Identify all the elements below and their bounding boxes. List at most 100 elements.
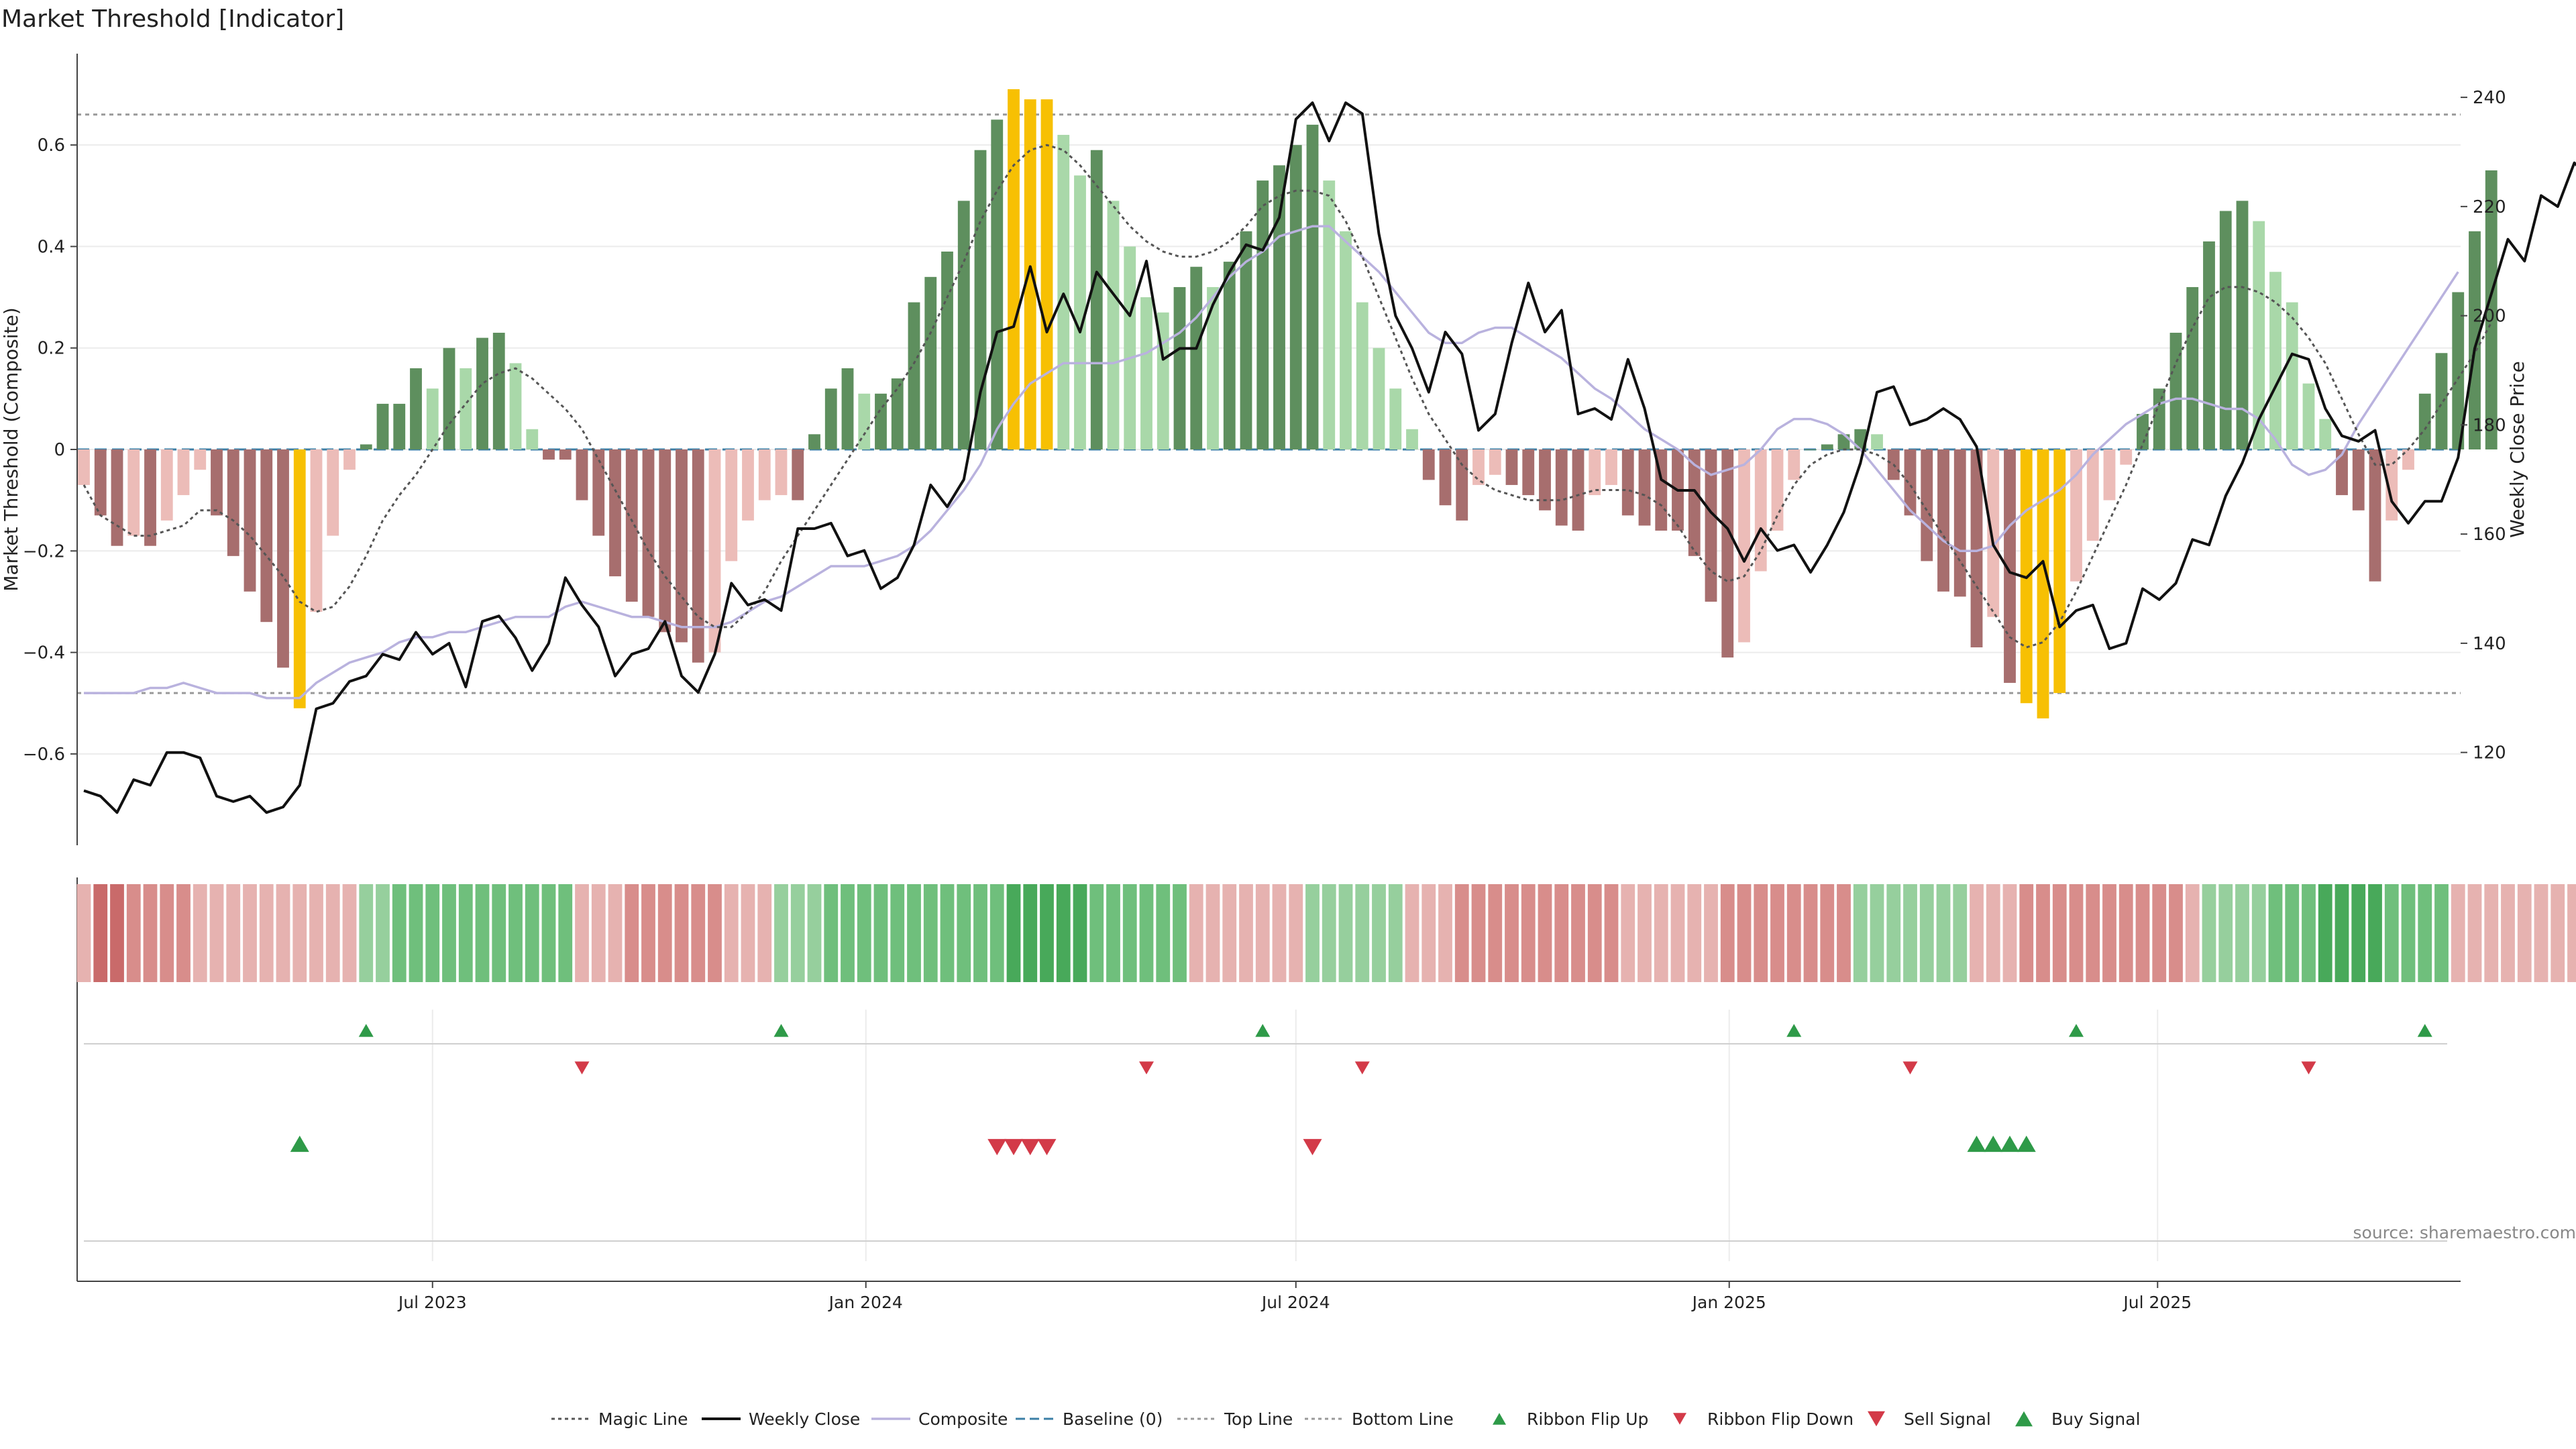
composite-bar — [2336, 449, 2348, 496]
composite-bar — [543, 449, 555, 460]
composite-bar — [775, 449, 788, 496]
y-tick-label-left: 0 — [54, 440, 65, 460]
ribbon-cell — [2268, 884, 2283, 982]
legend-swatch — [1493, 1413, 1506, 1425]
ribbon-cell — [2251, 884, 2266, 982]
y-tick-label-left: −0.6 — [23, 745, 65, 765]
legend-label: Ribbon Flip Down — [1707, 1409, 1854, 1429]
composite-bar — [1688, 449, 1701, 556]
y-axis-label-left: Market Threshold (Composite) — [0, 307, 22, 591]
ribbon-cell — [2185, 884, 2200, 982]
ribbon-cell — [309, 884, 323, 982]
composite-bar — [177, 449, 190, 496]
composite-bar — [1771, 449, 1784, 531]
composite-bar — [2153, 388, 2165, 449]
ribbon-cell — [873, 884, 888, 982]
x-tick-label: Jul 2024 — [1260, 1293, 1330, 1312]
composite-bar — [1788, 449, 1801, 480]
axes: −0.6 −0.4 −0.2 0 0.2 0.4 0.6 120 140 160 180 200 220… — [23, 54, 2506, 1282]
composite-bar — [1721, 449, 1734, 658]
ribbon-cell — [1139, 884, 1154, 982]
composite-bar — [1439, 449, 1452, 506]
ribbon-cell — [2086, 884, 2100, 982]
composite-bar — [227, 449, 239, 556]
ribbon-cell — [807, 884, 822, 982]
ribbon-cell — [1089, 884, 1104, 982]
ribbon-cell — [325, 884, 340, 982]
ribbon-cell — [973, 884, 987, 982]
ribbon-cell — [1621, 884, 1635, 982]
signal-panels — [84, 1024, 2447, 1242]
ribbon-cell — [1106, 884, 1120, 982]
ribbon-cell — [2102, 884, 2116, 982]
ribbon-cell — [1023, 884, 1038, 982]
y-axis-label-right: Weekly Close Price — [2506, 361, 2528, 537]
ribbon-cell — [1571, 884, 1585, 982]
composite-bar — [2253, 221, 2265, 449]
composite-bar — [559, 449, 572, 460]
ribbon-cell — [923, 884, 938, 982]
legend-label: Ribbon Flip Up — [1527, 1409, 1648, 1429]
composite-bar — [2435, 353, 2448, 449]
ribbon-cell — [1156, 884, 1171, 982]
source-note: source: sharemaestro.com — [2353, 1223, 2576, 1242]
ribbon-cell — [890, 884, 905, 982]
ribbon-cell — [2152, 884, 2167, 982]
ribbon-cell — [376, 884, 390, 982]
ribbon-cell — [575, 884, 589, 982]
composite-bar — [2236, 201, 2249, 449]
ribbon-cell — [724, 884, 739, 982]
composite-bar — [460, 368, 472, 449]
ribbon-cell — [1421, 884, 1436, 982]
ribbon-cell — [110, 884, 124, 982]
composite-bar — [2286, 302, 2298, 449]
buy-signal-marker — [2017, 1135, 2036, 1152]
legend-swatch — [2015, 1411, 2033, 1427]
ribbon-cell — [1040, 884, 1054, 982]
composite-bar — [592, 449, 605, 536]
composite-bar — [659, 449, 672, 633]
ribbon-cell — [1056, 884, 1071, 982]
ribbon-cell — [1970, 884, 1984, 982]
composite-bar — [1340, 231, 1352, 449]
composite-bar — [1273, 165, 1285, 449]
ribbon-cell — [1388, 884, 1403, 982]
ribbon-cell — [2517, 884, 2532, 982]
legend-label: Bottom Line — [1352, 1409, 1454, 1429]
y-tick-label-right: 160 — [2473, 525, 2506, 545]
composite-bar — [1008, 89, 1020, 449]
x-tick-label: Jan 2025 — [1691, 1293, 1766, 1312]
composite-bar — [792, 449, 804, 500]
composite-bar — [1621, 449, 1634, 516]
composite-bar — [2369, 449, 2381, 582]
ribbon-cell — [841, 884, 855, 982]
composite-bar — [1589, 449, 1601, 496]
composite-bar — [1805, 449, 1817, 450]
composite-bar — [2352, 449, 2365, 511]
composite-bar — [1040, 99, 1053, 450]
composite-bar — [1306, 124, 1319, 449]
ribbon-cell — [2169, 884, 2183, 982]
ribbon-cell — [409, 884, 423, 982]
composite-bar — [758, 449, 771, 500]
ribbon-cell — [2118, 884, 2133, 982]
composite-bar — [1572, 449, 1585, 531]
ribbon-cell — [442, 884, 456, 982]
ribbon-cell — [76, 884, 91, 982]
buy-signal-marker — [1984, 1135, 2003, 1152]
ribbon-cell — [2501, 884, 2515, 982]
ribbon-flip-down-marker — [1354, 1061, 1370, 1075]
ribbon-cell — [2484, 884, 2499, 982]
composite-bar — [924, 276, 937, 449]
buy-signal-marker — [290, 1135, 309, 1152]
ribbon-cell — [160, 884, 174, 982]
composite-bar — [1937, 449, 1949, 592]
ribbon-cell — [392, 884, 407, 982]
composite-bar — [2302, 383, 2315, 449]
sell-signal-marker — [1037, 1138, 1057, 1156]
composite-bar — [410, 368, 422, 449]
ribbon-cell — [1803, 884, 1818, 982]
ribbon-flip-down-marker — [574, 1061, 590, 1075]
composite-bar — [1605, 449, 1617, 485]
legend-label: Weekly Close — [749, 1409, 860, 1429]
